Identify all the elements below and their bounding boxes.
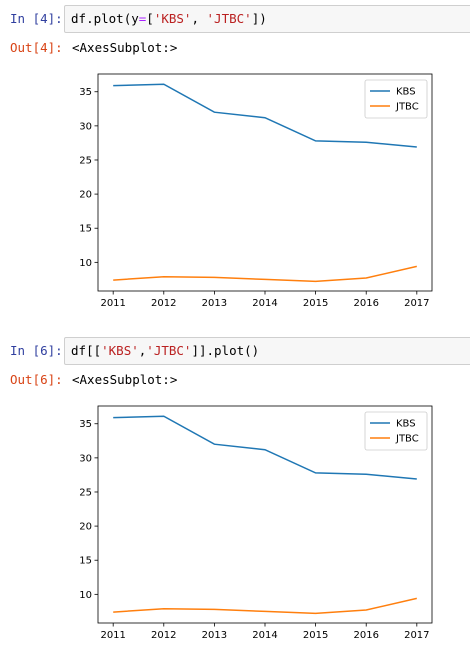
code-token: , [191, 11, 207, 26]
input-prompt: In [4]: [10, 11, 63, 26]
x-tick-label: 2016 [353, 298, 378, 309]
y-tick-label: 10 [79, 590, 92, 601]
x-tick-label: 2014 [252, 298, 277, 309]
legend-box [364, 79, 428, 119]
y-tick-label: 25 [79, 487, 92, 498]
legend-label: JTBC [395, 102, 419, 113]
series-line-jtbc [113, 265, 417, 283]
x-tick-label: 2014 [252, 630, 277, 641]
x-tick-label: 2013 [202, 630, 227, 641]
code-token: 'JTBC' [206, 11, 252, 26]
series-line-kbs [113, 415, 417, 480]
code-input[interactable]: df[['KBS','JTBC']].plot() [64, 337, 470, 365]
code-token: [[ [86, 343, 102, 358]
legend-label: JTBC [395, 434, 419, 445]
series-line-kbs [113, 83, 417, 148]
output-text: <AxesSubplot:> [72, 40, 178, 55]
line-chart: 10 15 20 25 30 35 2011 2012 2013 2014 2015 2016 2017… [79, 405, 433, 641]
notebook-cell-1: In [4]: df.plot(y=['KBS', 'JTBC']) Out[4… [10, 5, 470, 309]
code-token: 'KBS' [101, 343, 139, 358]
y-tick-label: 15 [79, 224, 92, 235]
y-tick-label: 25 [79, 155, 92, 166]
x-tick-label: 2017 [404, 630, 429, 641]
code-input[interactable]: df.plot(y=['KBS', 'JTBC']) [64, 5, 470, 33]
line-chart: 10 15 20 25 30 35 2011 2012 2013 2014 2015 2016 2017… [79, 73, 433, 309]
x-tick-label: 2017 [404, 298, 429, 309]
notebook-cell-2: In [6]: df[['KBS','JTBC']].plot() Out[6]… [0, 332, 470, 651]
code-token: plot [214, 343, 245, 358]
x-tick-label: 2012 [151, 630, 176, 641]
x-tick-label: 2012 [151, 298, 176, 309]
code-token: , [138, 343, 147, 358]
code-token: y [131, 11, 139, 26]
code-token: 'KBS' [153, 11, 192, 26]
y-tick-label: 15 [79, 556, 92, 567]
y-tick-label: 35 [79, 419, 92, 430]
x-tick-label: 2015 [303, 298, 328, 309]
code-token: () [244, 343, 260, 358]
output-text: <AxesSubplot:> [72, 372, 178, 387]
legend-box [364, 411, 428, 451]
output-prompt: Out[6]: [10, 372, 63, 387]
series-line-jtbc [113, 597, 417, 615]
input-prompt: In [6]: [10, 343, 63, 358]
code-token: df [71, 11, 87, 26]
y-tick-label: 10 [79, 258, 92, 269]
code-token: [ [146, 11, 154, 26]
y-tick-label: 20 [79, 190, 92, 201]
x-tick-label: 2011 [100, 630, 125, 641]
legend-label: KBS [396, 87, 416, 98]
x-tick-label: 2013 [202, 298, 227, 309]
y-tick-label: 30 [79, 453, 92, 464]
output-prompt: Out[4]: [10, 40, 63, 55]
code-token: = [138, 11, 147, 26]
code-token: plot [93, 11, 124, 26]
code-token: ]) [251, 11, 267, 26]
y-tick-label: 35 [79, 87, 92, 98]
code-token: 'JTBC' [146, 343, 192, 358]
y-tick-label: 20 [79, 522, 92, 533]
code-token: ( [123, 11, 132, 26]
code-token: . [86, 11, 94, 26]
code-token: df [71, 343, 87, 358]
x-tick-label: 2011 [100, 298, 125, 309]
x-tick-label: 2016 [353, 630, 378, 641]
code-token: ]]. [191, 343, 215, 358]
legend-label: KBS [396, 419, 416, 430]
y-tick-label: 30 [79, 121, 92, 132]
x-tick-label: 2015 [303, 630, 328, 641]
